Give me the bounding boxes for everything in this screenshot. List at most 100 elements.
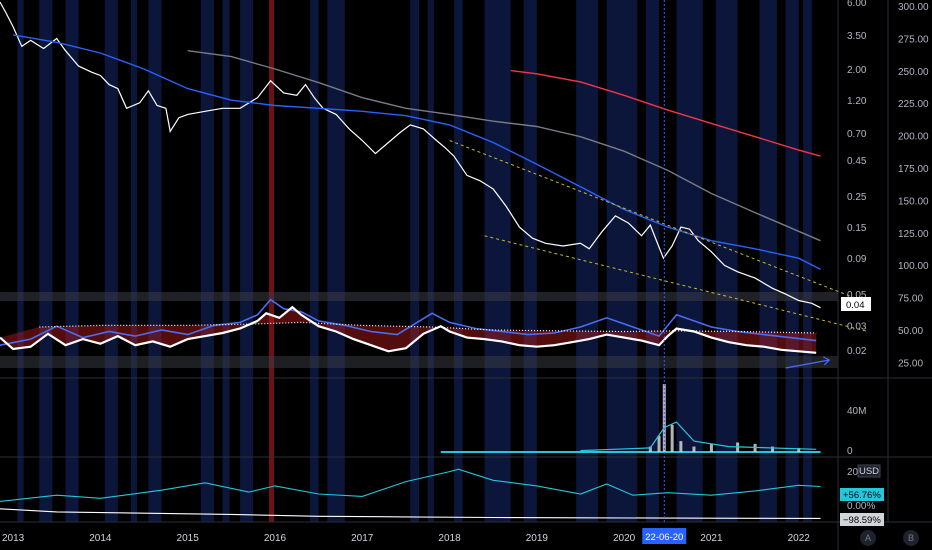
volume-bar — [648, 446, 652, 452]
band-bottom — [0, 356, 838, 368]
y-right-tick-label: 225.00 — [898, 99, 929, 110]
shade-band — [803, 0, 812, 522]
y-right-tick-label: 200.00 — [898, 132, 929, 143]
y-left-tick-label: 6.00 — [847, 0, 867, 9]
osc-white-line — [0, 305, 817, 354]
performance-pane — [0, 468, 821, 519]
perf-white-tag — [840, 513, 884, 526]
volume-tick-label: 0 — [847, 446, 853, 457]
shade-band — [576, 0, 598, 522]
pane-bands — [0, 292, 838, 368]
shade-band — [309, 0, 319, 522]
perf-white-line — [0, 508, 821, 519]
y-left-tick-label: 2.00 — [847, 65, 867, 76]
oscillator-pane — [0, 298, 831, 369]
price-line — [0, 1, 821, 309]
shade-band — [645, 0, 660, 522]
perf-tick-label: 20 — [847, 467, 859, 478]
brush-button[interactable]: B — [903, 530, 919, 546]
y-right-tick-label: 150.00 — [898, 196, 929, 207]
x-tick-label: 2017 — [351, 533, 374, 544]
price-pane — [0, 1, 869, 333]
shade-band — [130, 0, 138, 522]
y-right-tick-label: 100.00 — [898, 261, 929, 272]
band-top — [0, 292, 838, 301]
y-right-tick-label: 250.00 — [898, 67, 929, 78]
y-left-tick-label: 1.20 — [847, 96, 867, 107]
y-left-tick-label: 3.50 — [847, 31, 867, 42]
y-right-tick-label: 125.00 — [898, 229, 929, 240]
volume-tick-label: 40M — [847, 406, 866, 417]
last-price-label: 0.04 — [846, 300, 865, 311]
perf-cyan-tag — [840, 488, 884, 501]
shade-band — [200, 0, 214, 522]
volume-bar — [679, 441, 683, 452]
osc-blue-line — [0, 298, 817, 346]
shade-band — [606, 0, 638, 522]
volume-bar — [657, 435, 661, 452]
shade-band — [484, 0, 511, 522]
x-tick-label: 2022 — [788, 533, 811, 544]
volume-bar — [797, 447, 801, 452]
background-shading — [17, 0, 812, 522]
y-left-tick-label: 0.25 — [847, 192, 867, 203]
currency-box — [857, 464, 881, 478]
perf-cyan-line — [0, 468, 821, 502]
shade-band — [148, 0, 162, 522]
shade-band — [523, 0, 537, 522]
y-right-tick-label: 50.00 — [898, 326, 923, 337]
shade-band — [759, 0, 777, 522]
perf-zero-tick-label: 0.00% — [847, 501, 875, 512]
osc-arrow-head — [823, 356, 831, 366]
shade-band — [427, 0, 434, 522]
shade-band — [785, 0, 799, 522]
shade-band — [240, 0, 254, 522]
last-price-tag — [841, 297, 871, 311]
shade-band — [410, 0, 419, 522]
x-tick-label: 2020 — [613, 533, 636, 544]
volume-bar — [670, 424, 674, 452]
x-tick-label: 2021 — [700, 533, 723, 544]
shade-band — [39, 0, 53, 522]
auto-scale-button[interactable]: A — [860, 530, 876, 546]
y-left-tick-label: 0.09 — [847, 254, 867, 265]
volume-bar — [771, 446, 775, 452]
y-right-tick-label: 25.00 — [898, 358, 923, 369]
volume-bar — [692, 446, 696, 452]
osc-arrow — [785, 359, 830, 369]
x-tick-label: 2018 — [438, 533, 461, 544]
currency-label: USD — [859, 466, 879, 477]
crosshair-label: 22-06-20 — [645, 532, 683, 543]
shade-band — [65, 0, 79, 522]
shade-band — [327, 0, 345, 522]
y-left-tick-label: 0.02 — [847, 346, 867, 357]
x-tick-label: 2019 — [526, 533, 549, 544]
shade-band — [104, 0, 118, 522]
x-tick-label: 2015 — [177, 533, 200, 544]
y-right-tick-label: 275.00 — [898, 34, 929, 45]
crosshair: 22-06-20 — [642, 0, 687, 544]
x-tick-label: 2016 — [264, 533, 287, 544]
shade-band — [268, 0, 275, 522]
trend-line — [449, 140, 869, 304]
y-left-tick-label: 0.03 — [847, 321, 867, 332]
x-tick-label: 2014 — [89, 533, 112, 544]
y-left-tick-label: 0.70 — [847, 129, 867, 140]
y-left-tick-label: 0.05 — [847, 290, 867, 301]
volume-ma-line — [580, 421, 817, 452]
perf-cyan-label: +56.76% — [843, 490, 881, 501]
shade-band — [17, 0, 24, 522]
y-right-tick-label: 75.00 — [898, 294, 923, 305]
x-tick-label: 2013 — [2, 533, 25, 544]
perf-white-label: −98.59% — [843, 515, 881, 526]
y-left-tick-label: 0.15 — [847, 223, 867, 234]
y-right-tick-label: 300.00 — [898, 2, 929, 13]
ma-line — [12, 34, 821, 271]
shade-band — [715, 0, 738, 522]
shade-band — [453, 0, 463, 522]
ma-line — [510, 69, 821, 157]
osc-red-fill — [0, 307, 817, 353]
